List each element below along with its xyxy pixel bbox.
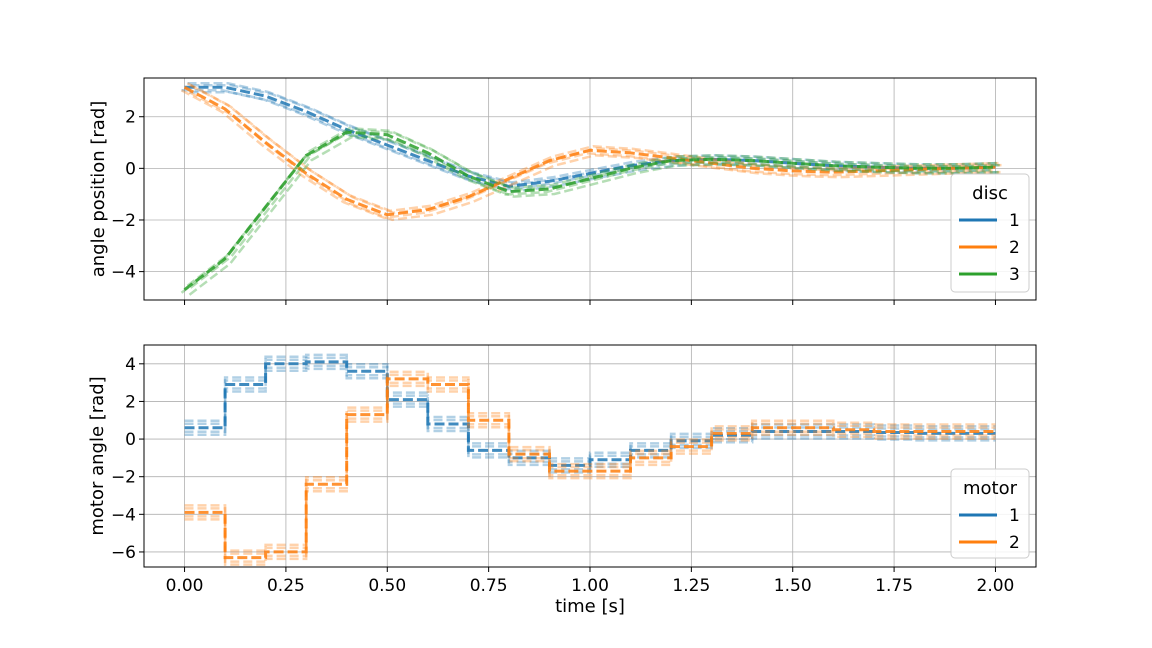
legend-title: motor xyxy=(963,478,1018,499)
x-tick-label: 2.00 xyxy=(977,576,1015,596)
series-2-sample-line xyxy=(184,384,996,566)
series-lines xyxy=(184,353,996,566)
y-tick-label: 0 xyxy=(125,159,136,179)
y-tick-label: 0 xyxy=(125,430,136,450)
grid xyxy=(144,345,1036,567)
x-tick-label: 0.50 xyxy=(368,576,406,596)
series-2-sample-line xyxy=(186,82,999,213)
legend-label-1: 1 xyxy=(1009,211,1020,231)
series-3-sample-line xyxy=(180,133,993,294)
x-tick-label: 1.75 xyxy=(875,576,913,596)
motor-angle-axes: 0.00 0.25 0.50 0.75 1.00 1.25 1.50 1.75 2.00 −6 −4… xyxy=(87,344,1037,617)
y-tick-label: 4 xyxy=(125,355,136,375)
series-2-sample-line xyxy=(184,370,996,552)
y-tick-label: 2 xyxy=(125,392,136,412)
legend-title: disc xyxy=(972,183,1008,204)
y-tick-label: −2 xyxy=(111,211,136,231)
series-3-sample-line xyxy=(186,126,999,287)
series-lines xyxy=(180,82,1002,296)
series-3-sample-line xyxy=(188,135,1001,296)
ticks: 0.00 0.25 0.50 0.75 1.00 1.25 1.50 1.75 2.00 −6 −4… xyxy=(111,355,1014,596)
x-tick-label: 0.25 xyxy=(267,576,305,596)
legend-box xyxy=(950,173,1030,293)
x-tick-label: 1.25 xyxy=(672,576,710,596)
legend-label-2: 2 xyxy=(1009,238,1020,258)
x-tick-label: 0.75 xyxy=(470,576,508,596)
x-tick-label: 1.00 xyxy=(571,576,609,596)
y-tick-label: −4 xyxy=(111,505,136,525)
series-1-sample-line xyxy=(190,84,1002,186)
x-tick-label: 0.00 xyxy=(166,576,204,596)
series-2-line xyxy=(184,377,996,560)
series-2-sample-line xyxy=(180,89,993,220)
y-axis-label: motor angle [rad] xyxy=(87,376,108,535)
y-tick-label: −6 xyxy=(111,543,136,563)
series-2-sample-line xyxy=(188,91,1001,222)
series-1-sample-line xyxy=(181,89,993,191)
y-tick-label: −4 xyxy=(111,263,136,283)
series-2-sample-line xyxy=(189,84,1002,215)
legend-label-2: 2 xyxy=(1009,533,1020,553)
series-2-line xyxy=(183,85,996,217)
legend-label-3: 3 xyxy=(1009,265,1020,285)
legend: motor 1 2 xyxy=(950,468,1030,559)
x-tick-label: 1.50 xyxy=(774,576,812,596)
ticks: −4 −2 0 2 xyxy=(111,108,996,305)
series-3-line xyxy=(183,130,996,291)
y-axis-label: angle position [rad] xyxy=(88,101,109,278)
x-axis-label: time [s] xyxy=(555,596,625,617)
series-1-sample-line xyxy=(187,82,999,184)
y-tick-label: −2 xyxy=(111,468,136,488)
y-tick-label: 2 xyxy=(125,108,136,128)
legend-label-1: 1 xyxy=(1009,506,1020,526)
